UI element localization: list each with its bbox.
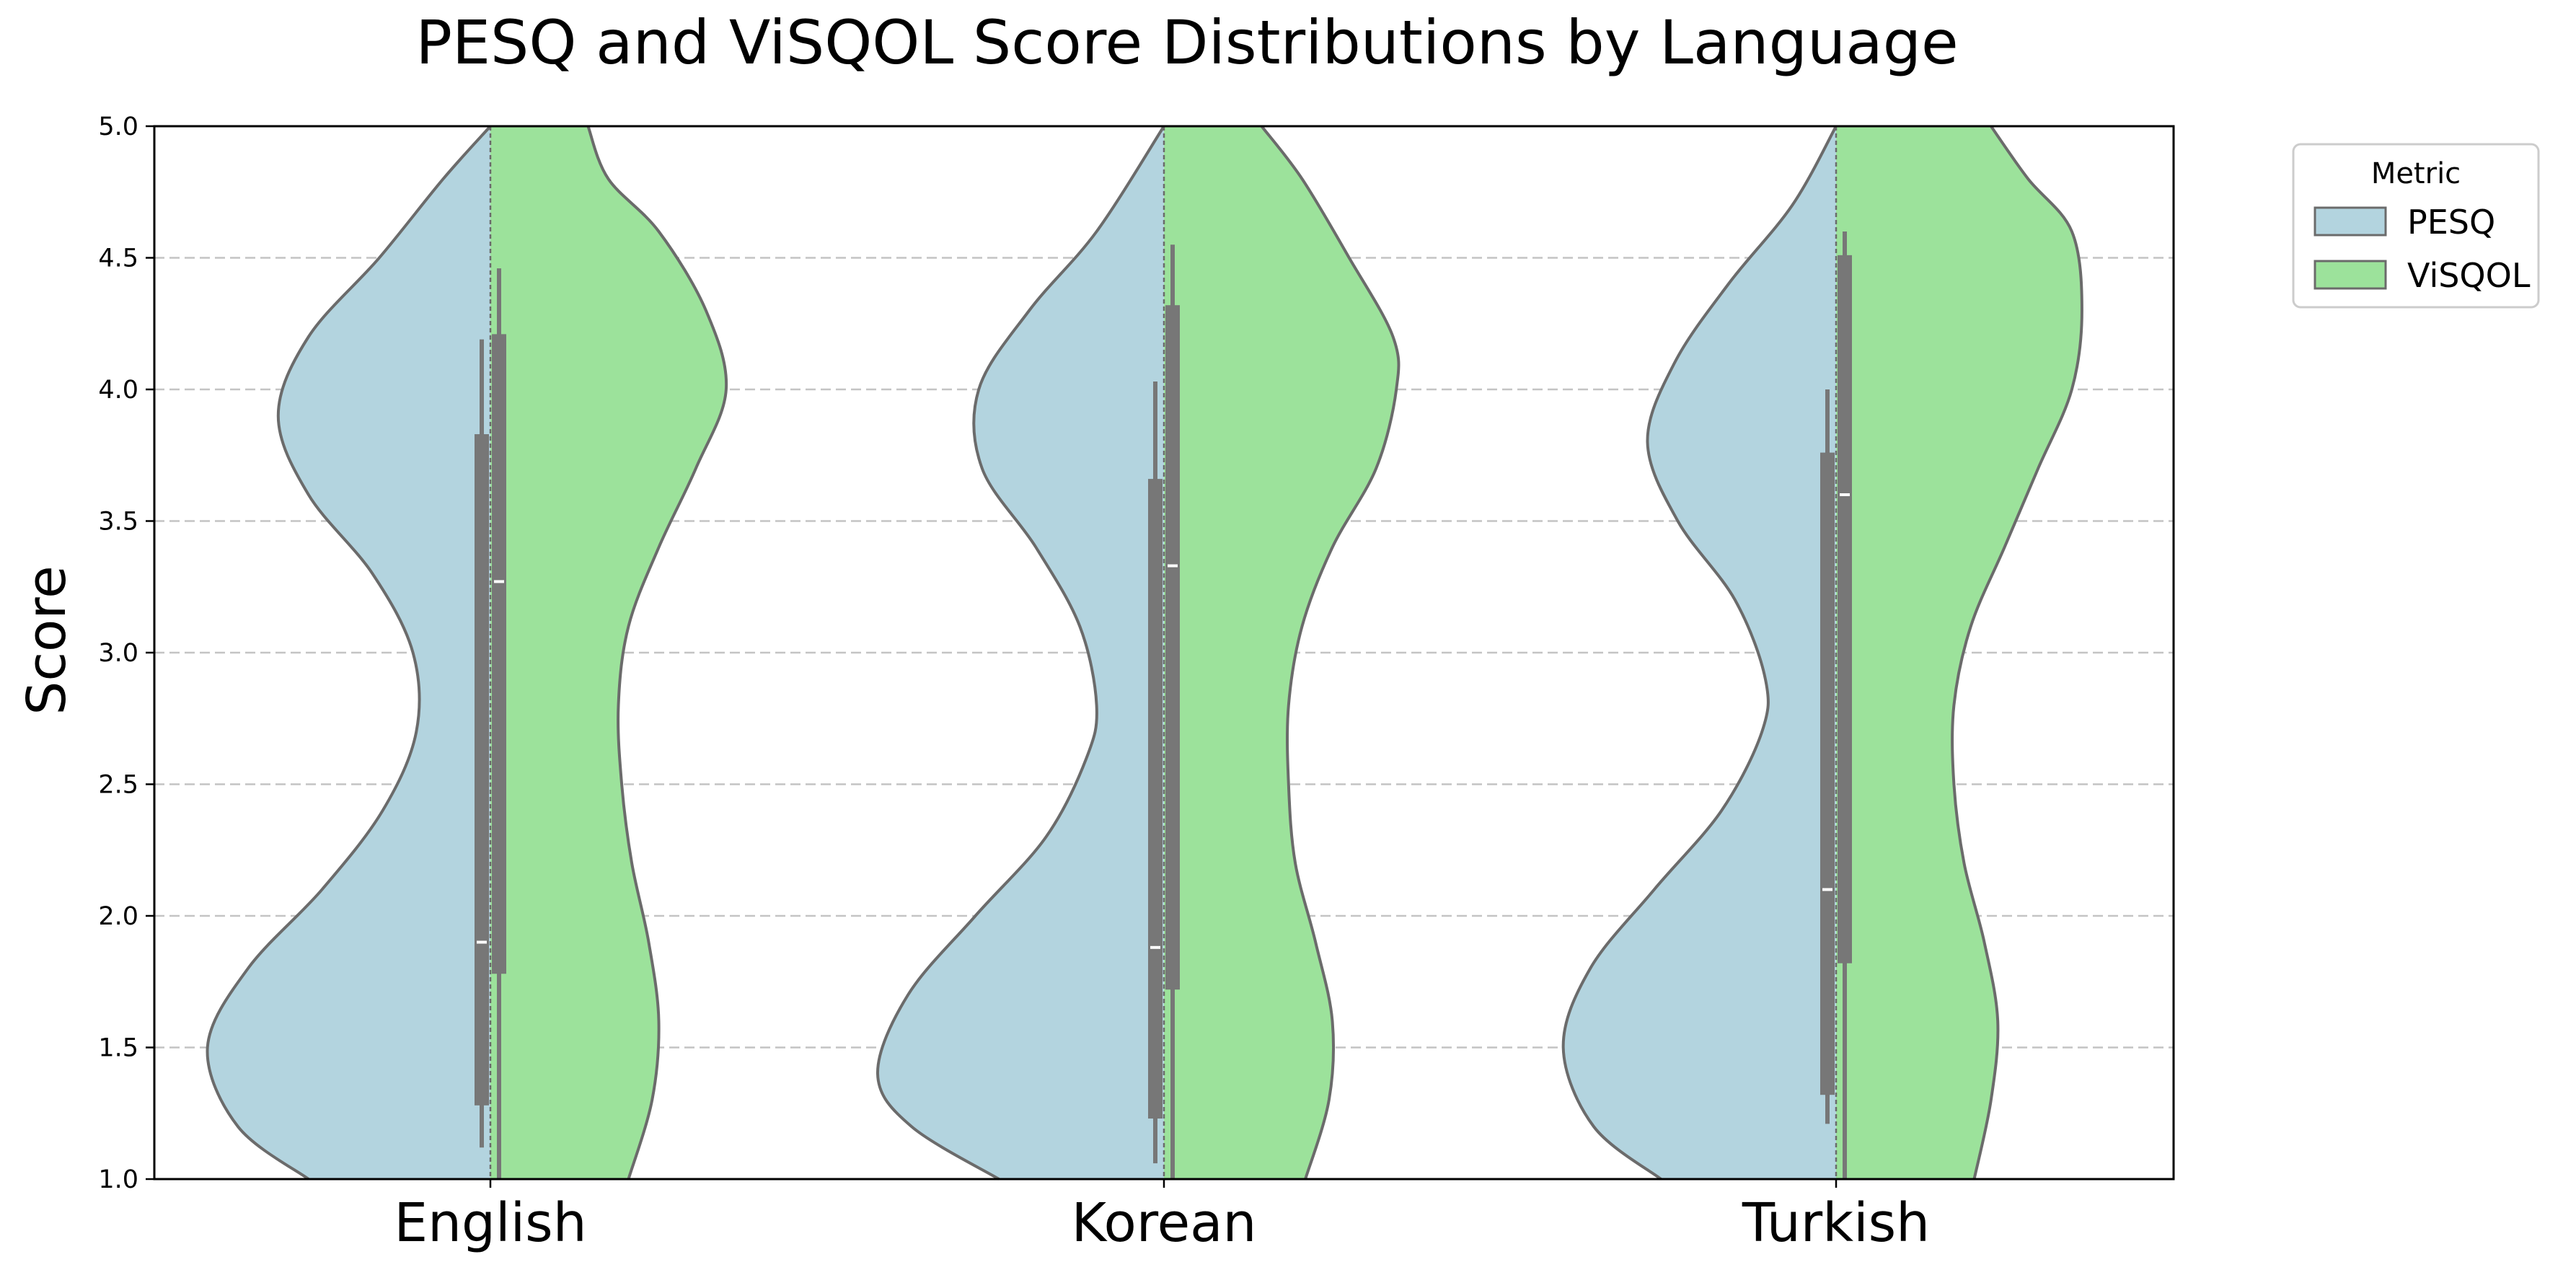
legend-label-visqol: ViSQOL <box>2407 256 2531 295</box>
y-tick-label: 2.5 <box>98 771 138 800</box>
y-tick-label: 1.5 <box>98 1034 138 1063</box>
legend-swatch-pesq <box>2313 206 2387 237</box>
box-plots <box>475 126 1852 1179</box>
box-iqr <box>475 434 489 1106</box>
violin-pesq-english-fill <box>207 126 490 1179</box>
y-axis-label: Score <box>16 565 78 715</box>
x-tick-label: English <box>394 1192 586 1254</box>
x-tick-label: Korean <box>1072 1192 1257 1254</box>
y-tick-label: 3.5 <box>98 508 138 537</box>
legend-swatch-visqol <box>2313 260 2387 290</box>
chart-title: PESQ and ViSQOL Score Distributions by L… <box>415 7 1958 78</box>
violin-visqol-turkish-fill <box>1836 126 2082 1179</box>
y-tick-label: 1.0 <box>98 1165 138 1194</box>
violin-pesq-korean-fill <box>877 126 1164 1179</box>
y-tick-label: 5.0 <box>98 112 138 141</box>
legend-title: Metric <box>2371 157 2461 190</box>
box-iqr <box>1148 479 1163 1119</box>
violin-pesq-turkish-outline <box>1561 125 1838 1181</box>
violins <box>206 125 2083 1181</box>
legend-label-pesq: PESQ <box>2407 203 2495 242</box>
violin-visqol-korean-outline <box>1260 125 1401 1180</box>
y-tick-label: 4.0 <box>98 376 138 405</box>
box-iqr <box>1165 305 1180 990</box>
violin-pesq-english-outline <box>206 125 492 1181</box>
violin-visqol-english-fill <box>490 126 727 1179</box>
violin-visqol-english-outline <box>586 125 728 1180</box>
violin-visqol-korean-fill <box>1164 126 1399 1179</box>
box-iqr <box>1838 255 1852 963</box>
y-tick-label: 2.0 <box>98 902 138 931</box>
y-tick-label: 4.5 <box>98 244 138 273</box>
x-tick-label: Turkish <box>1742 1192 1930 1254</box>
violin-pesq-korean-outline <box>875 125 1165 1181</box>
y-axis-ticks: 1.0 1.5 2.0 2.5 3.0 3.5 4.0 4.5 5.0 <box>98 112 154 1194</box>
y-tick-label: 3.0 <box>98 639 138 668</box>
box-iqr <box>1820 452 1835 1095</box>
violin-visqol-turkish-outline <box>1951 125 2083 1180</box>
box-iqr <box>492 334 506 974</box>
legend: Metric PESQ ViSQOL <box>2292 143 2540 309</box>
x-axis-ticks: English Korean Turkish <box>394 1179 1930 1254</box>
